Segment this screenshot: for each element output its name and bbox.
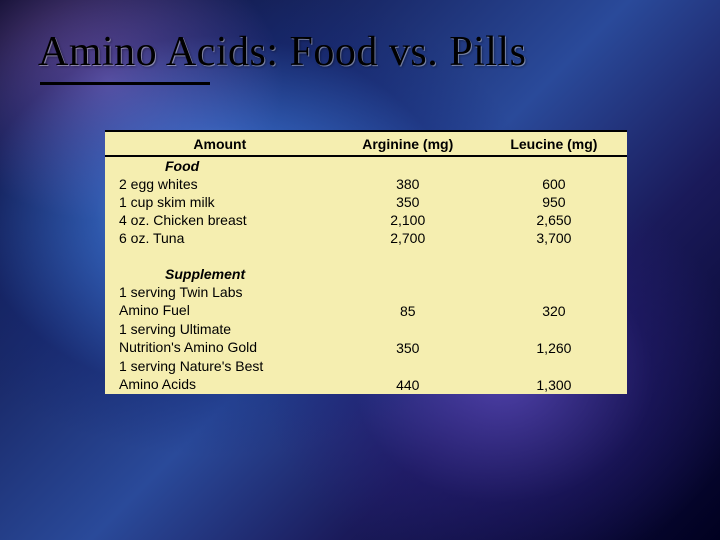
table-row: 4 oz. Chicken breast 2,100 2,650 (105, 211, 627, 229)
cell-leucine: 600 (481, 175, 627, 193)
cell-amount: 1 cup skim milk (105, 193, 335, 211)
cell-leucine: 950 (481, 193, 627, 211)
col-header-leucine: Leucine (mg) (481, 131, 627, 156)
section-heading-label: Food (105, 156, 627, 175)
table-row: 1 cup skim milk 350 950 (105, 193, 627, 211)
section-spacer (105, 247, 627, 265)
table-header-row: Amount Arginine (mg) Leucine (mg) (105, 131, 627, 156)
section-heading-food: Food (105, 156, 627, 175)
table-row: 1 serving Nature's BestAmino Acids 440 1… (105, 357, 627, 394)
cell-arginine: 350 (335, 193, 481, 211)
cell-leucine: 2,650 (481, 211, 627, 229)
title-underline (40, 82, 210, 85)
cell-arginine: 2,100 (335, 211, 481, 229)
amino-acids-table-card: Amount Arginine (mg) Leucine (mg) Food 2… (105, 130, 627, 394)
cell-arginine: 2,700 (335, 229, 481, 247)
cell-amount: 1 serving Nature's BestAmino Acids (105, 357, 335, 394)
slide-title: Amino Acids: Food vs. Pills (38, 28, 526, 76)
cell-arginine: 85 (335, 283, 481, 320)
cell-leucine: 3,700 (481, 229, 627, 247)
table-row: 1 serving UltimateNutrition's Amino Gold… (105, 320, 627, 357)
cell-leucine: 1,300 (481, 357, 627, 394)
cell-amount: 6 oz. Tuna (105, 229, 335, 247)
table-row: 2 egg whites 380 600 (105, 175, 627, 193)
cell-arginine: 440 (335, 357, 481, 394)
cell-arginine: 380 (335, 175, 481, 193)
col-header-amount: Amount (105, 131, 335, 156)
cell-leucine: 1,260 (481, 320, 627, 357)
cell-amount: 2 egg whites (105, 175, 335, 193)
table-row: 1 serving Twin LabsAmino Fuel 85 320 (105, 283, 627, 320)
table-row: 6 oz. Tuna 2,700 3,700 (105, 229, 627, 247)
cell-arginine: 350 (335, 320, 481, 357)
section-heading-label: Supplement (105, 265, 627, 283)
cell-amount: 4 oz. Chicken breast (105, 211, 335, 229)
cell-leucine: 320 (481, 283, 627, 320)
cell-amount: 1 serving UltimateNutrition's Amino Gold (105, 320, 335, 357)
slide-title-block: Amino Acids: Food vs. Pills (38, 28, 526, 85)
amino-acids-table: Amount Arginine (mg) Leucine (mg) Food 2… (105, 130, 627, 394)
col-header-arginine: Arginine (mg) (335, 131, 481, 156)
section-heading-supplement: Supplement (105, 265, 627, 283)
cell-amount: 1 serving Twin LabsAmino Fuel (105, 283, 335, 320)
